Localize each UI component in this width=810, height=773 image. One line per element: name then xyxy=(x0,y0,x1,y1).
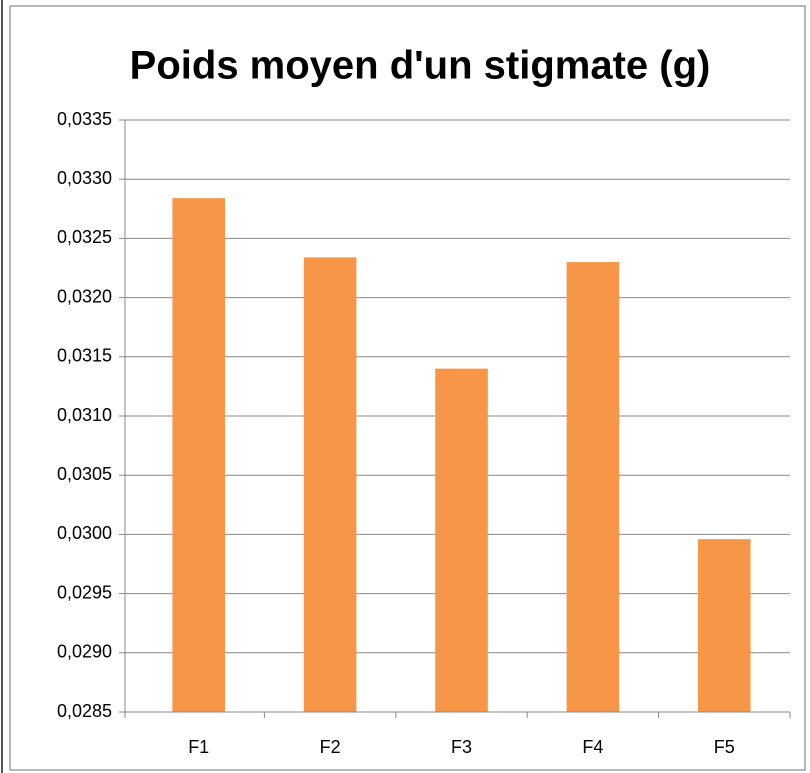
y-tick-label: 0,0285 xyxy=(57,701,112,721)
bar xyxy=(435,368,488,712)
y-tick-label: 0,0295 xyxy=(57,582,112,602)
x-tick-label: F5 xyxy=(714,737,735,757)
y-tick-label: 0,0325 xyxy=(57,227,112,247)
bar xyxy=(566,262,620,712)
bar xyxy=(172,198,225,713)
y-tick-label: 0,0300 xyxy=(57,523,112,543)
y-tick-label: 0,0290 xyxy=(57,642,112,662)
bar xyxy=(698,539,751,712)
y-tick-label: 0,0320 xyxy=(57,286,112,306)
y-tick-label: 0,0335 xyxy=(57,109,112,129)
chart-title: Poids moyen d'un stigmate (g) xyxy=(130,44,711,88)
x-tick-label: F3 xyxy=(451,737,472,757)
x-tick-label: F1 xyxy=(188,737,209,757)
y-tick-label: 0,0310 xyxy=(57,405,112,425)
x-tick-label: F4 xyxy=(582,737,603,757)
chart-border xyxy=(9,5,806,771)
bar xyxy=(303,257,357,712)
y-tick-label: 0,0305 xyxy=(57,464,112,484)
y-tick-label: 0,0330 xyxy=(57,168,112,188)
x-tick-label: F2 xyxy=(320,737,341,757)
y-tick-label: 0,0315 xyxy=(57,346,112,366)
